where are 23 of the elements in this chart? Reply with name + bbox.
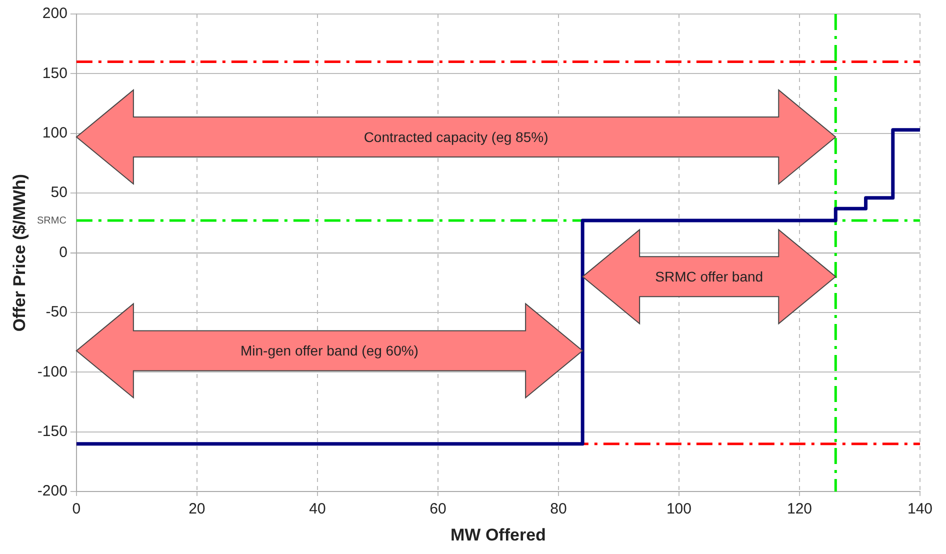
x-tick-label: 100 (666, 500, 692, 518)
annotation: SRMC offer band (655, 268, 764, 285)
annotation: Contracted capacity (eg 85%) (364, 128, 548, 145)
x-tick-label: 40 (309, 500, 326, 518)
y-tick-label: 200 (42, 5, 68, 22)
annotation: Min-gen offer band (eg 60%) (240, 342, 418, 359)
y-tick-label: -100 (37, 363, 68, 380)
x-tick-label: 20 (188, 500, 206, 518)
y-tick-label: 100 (42, 124, 68, 142)
x-tick-label: 140 (907, 500, 933, 518)
y-tick-label: 0 (59, 244, 68, 261)
x-tick-label: 80 (550, 500, 567, 518)
y-tick-label: 150 (42, 64, 68, 82)
x-tick-label: 120 (786, 500, 812, 518)
ref-line-label: SRMC (36, 215, 66, 226)
y-tick-label: -200 (37, 482, 68, 500)
x-axis-title: MW Offered (450, 525, 546, 544)
y-axis-title: Offer Price ($/MWh) (10, 174, 29, 332)
y-tick-label: -150 (37, 423, 68, 440)
x-tick-label: 60 (430, 500, 446, 518)
y-tick-label: -50 (46, 304, 68, 321)
x-tick-label: 0 (72, 500, 81, 518)
y-tick-label: 50 (50, 184, 68, 202)
